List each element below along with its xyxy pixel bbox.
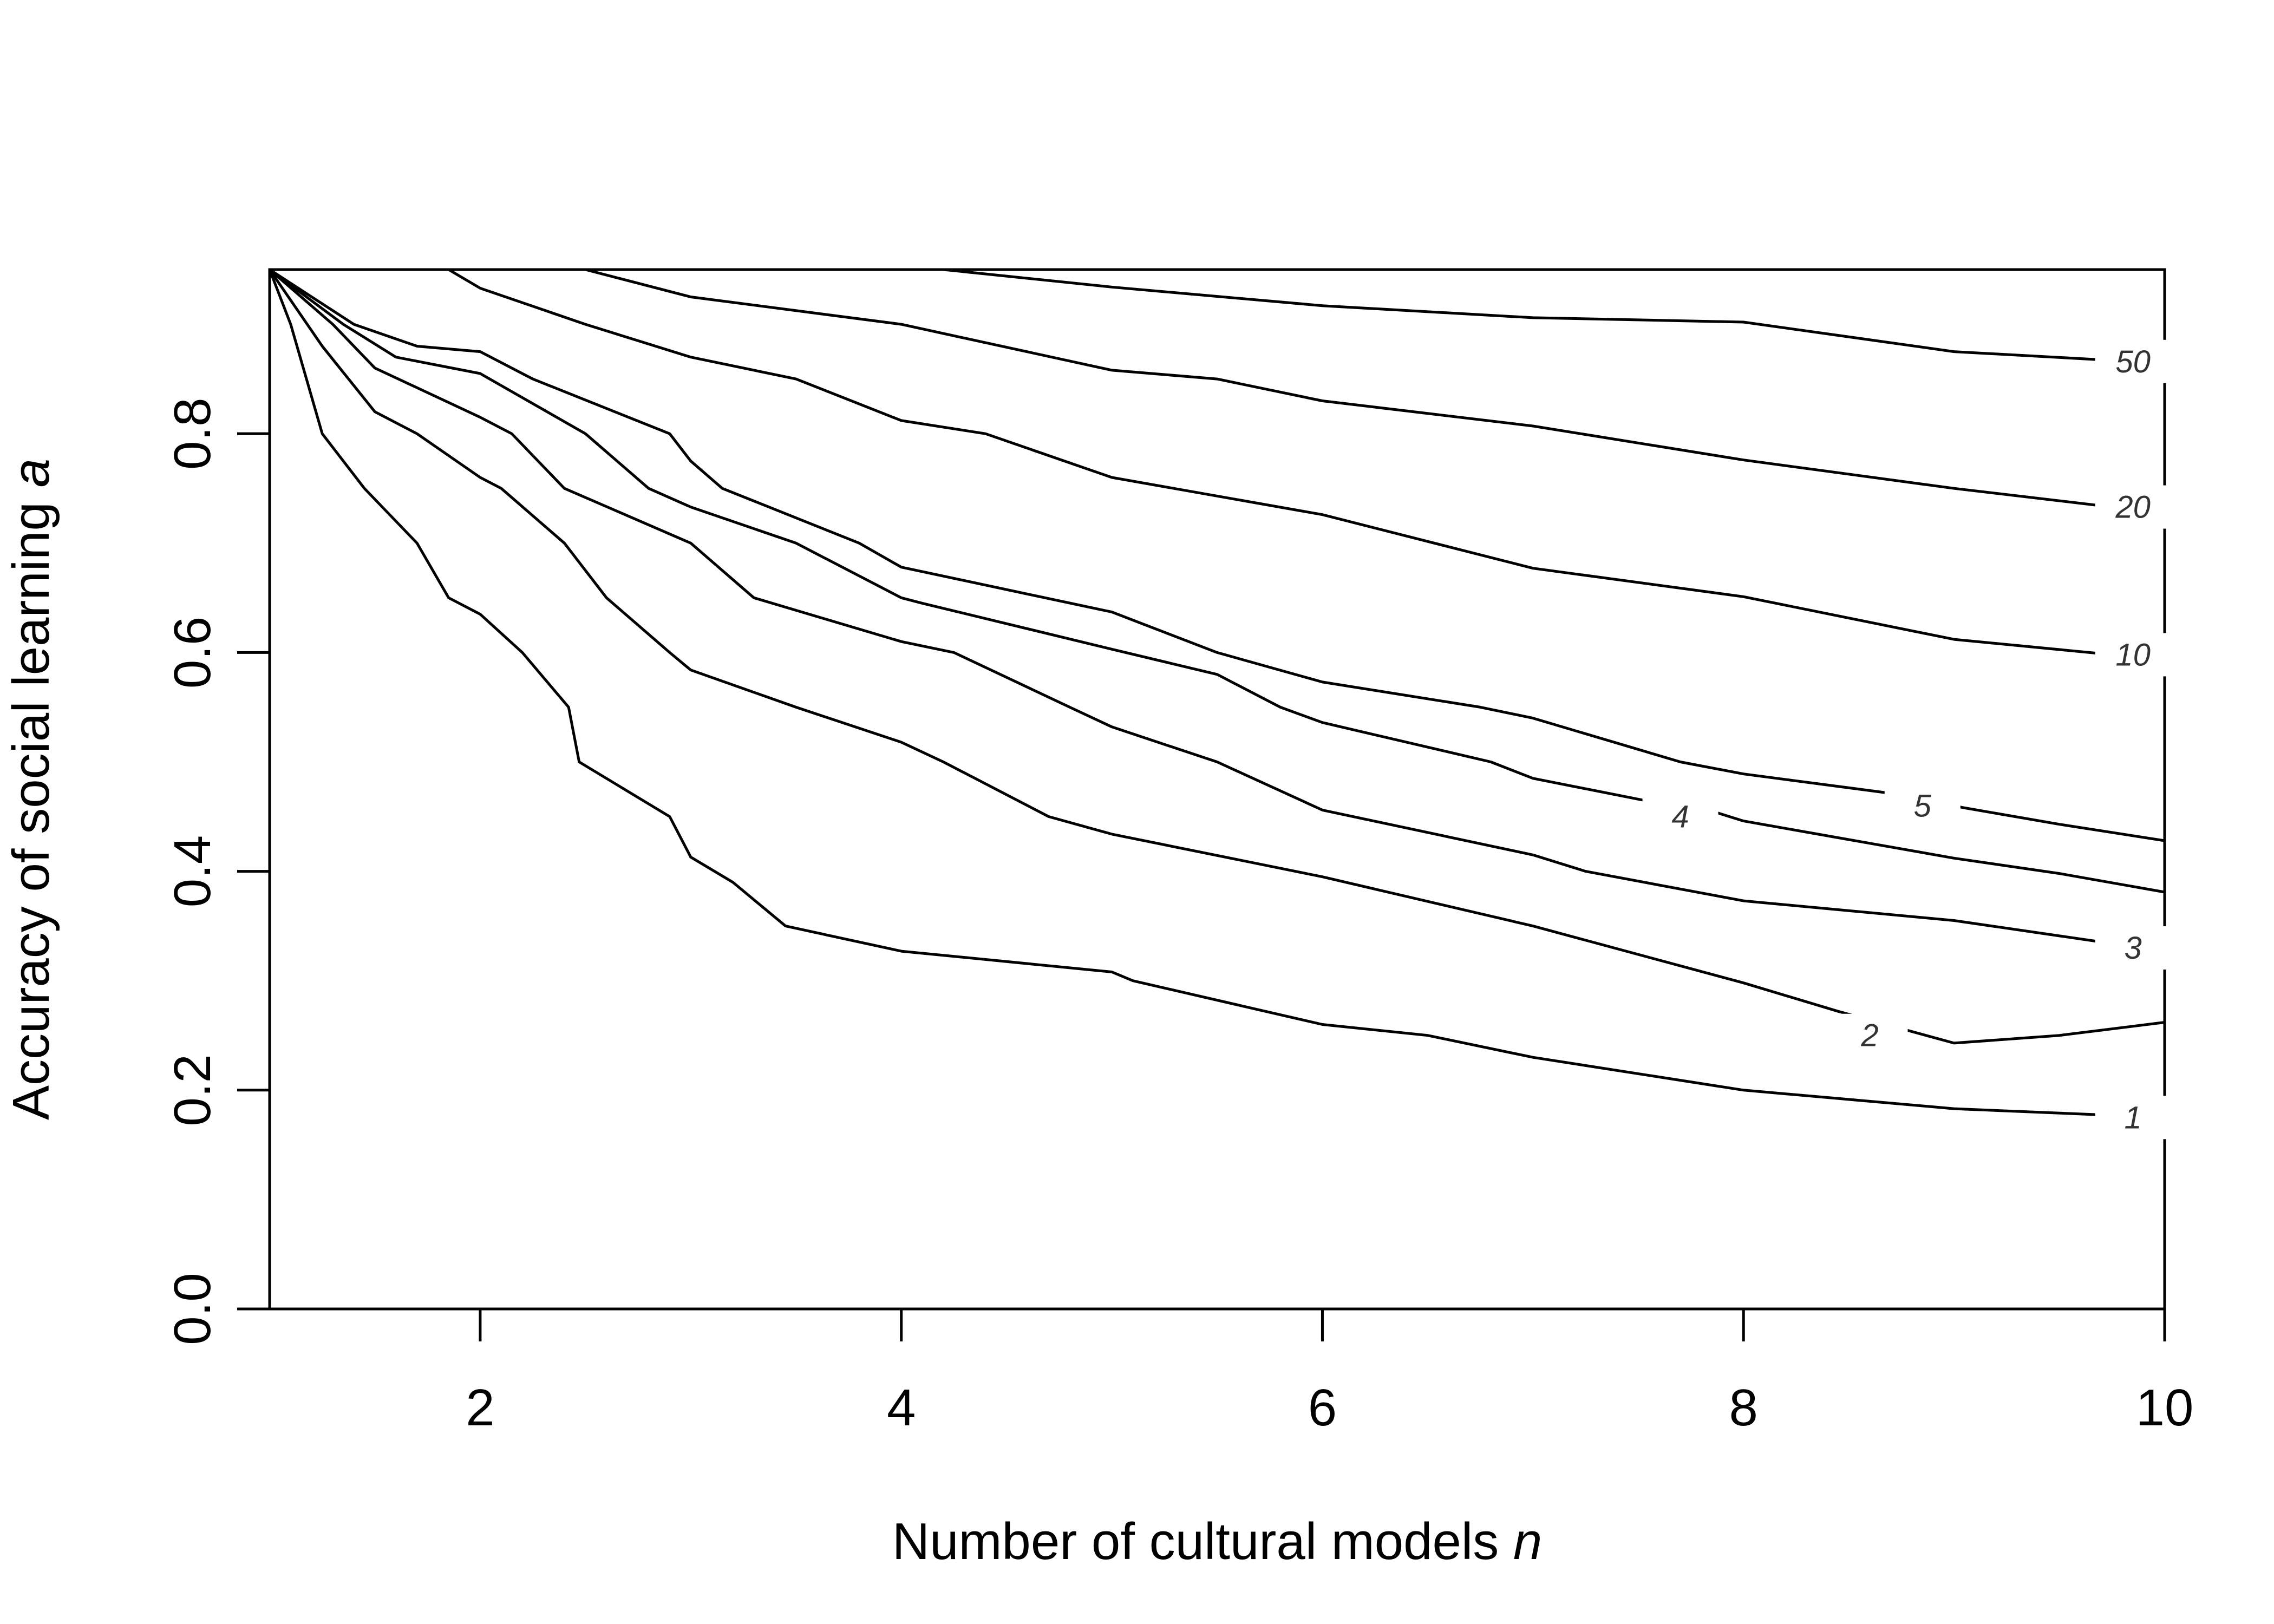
y-axis-title-text: Accuracy of social learning bbox=[2, 502, 60, 1120]
y-tick-label: 0.2 bbox=[164, 1054, 221, 1126]
plot-frame bbox=[268, 268, 2166, 1311]
x-axis-title-var: n bbox=[1513, 1512, 1542, 1570]
y-tick-label: 0.6 bbox=[164, 617, 221, 689]
contour-label-gap bbox=[1642, 795, 1718, 839]
contour-line-1 bbox=[268, 269, 2112, 1117]
y-tick-label: 0.4 bbox=[164, 835, 221, 907]
contour-label-1: 1 bbox=[2125, 1100, 2142, 1135]
contour-label-gap bbox=[2095, 633, 2171, 677]
contour-line-10 bbox=[270, 268, 2113, 656]
contour-label-4: 4 bbox=[1671, 800, 1689, 835]
y-axis-title-var: a bbox=[2, 459, 60, 487]
contour-label-20: 20 bbox=[2115, 490, 2151, 525]
contour-line-5 bbox=[269, 268, 2165, 842]
y-tick-label: 0.8 bbox=[164, 397, 221, 469]
contour-lines bbox=[268, 268, 2165, 1117]
contour-line-4 bbox=[269, 268, 2165, 894]
contour-line-20 bbox=[270, 268, 2113, 509]
x-tick-label: 2 bbox=[466, 1379, 494, 1437]
x-tick-label: 4 bbox=[887, 1379, 916, 1437]
x-axis-title: Number of cultural models n bbox=[892, 1512, 1543, 1570]
contour-label-gap bbox=[2095, 926, 2171, 970]
y-axis-title: Accuracy of social learning a bbox=[2, 459, 60, 1120]
y-tick-label: 0.0 bbox=[164, 1273, 221, 1345]
contour-label-5: 5 bbox=[1914, 788, 1932, 823]
contour-line-50 bbox=[270, 268, 2112, 362]
contour-label-gap bbox=[2095, 339, 2171, 383]
x-tick-label: 8 bbox=[1729, 1379, 1758, 1437]
contour-label-50: 50 bbox=[2115, 344, 2151, 379]
x-axis-title-text: Number of cultural models bbox=[892, 1512, 1499, 1570]
contour-label-gap bbox=[1832, 1013, 1908, 1057]
contour-label-gap bbox=[1884, 784, 1961, 828]
contour-label-gap bbox=[2095, 1096, 2171, 1140]
contour-labels: 1 2 3 4 5 10 20 50 bbox=[1642, 339, 2171, 1140]
contour-label-10: 10 bbox=[2115, 637, 2151, 672]
axis-ticks: 2 4 6 8 10 0.0 0.2 0.4 0.6 0.8 bbox=[164, 397, 2193, 1437]
contour-label-2: 2 bbox=[1860, 1018, 1878, 1053]
contour-line-3 bbox=[269, 269, 2113, 945]
contour-label-gap bbox=[2095, 485, 2171, 529]
contour-label-3: 3 bbox=[2125, 931, 2142, 966]
contour-line-2 bbox=[268, 269, 2165, 1045]
x-tick-label: 6 bbox=[1308, 1379, 1337, 1437]
x-tick-label: 10 bbox=[2136, 1379, 2194, 1437]
